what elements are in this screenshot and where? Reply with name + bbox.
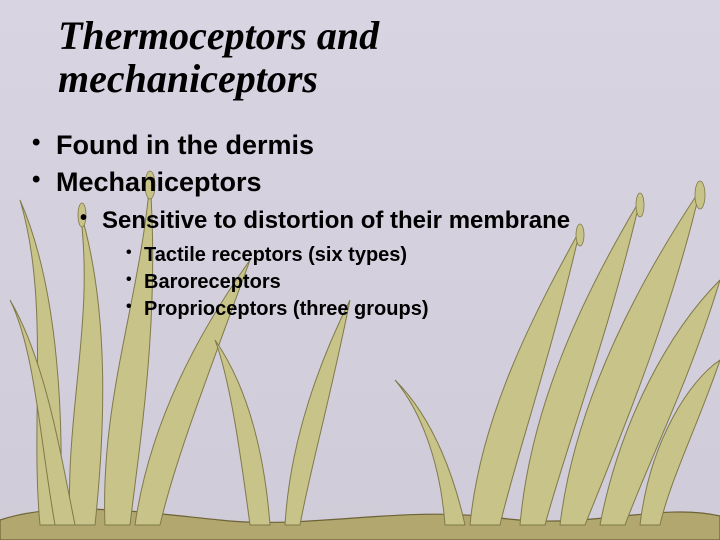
bullet-lvl3: Baroreceptors	[124, 269, 680, 296]
slide-body: Found in the dermis Mechaniceptors Sensi…	[30, 128, 680, 327]
bullet-lvl2: Sensitive to distortion of their membran…	[78, 205, 680, 323]
bullet-text: Sensitive to distortion of their membran…	[102, 207, 570, 234]
title-line-1: Thermoceptors and	[58, 13, 379, 58]
bullet-text: Proprioceptors (three groups)	[144, 298, 428, 320]
slide-title: Thermoceptors and mechaniceptors	[58, 14, 379, 100]
bullet-text: Found in the dermis	[56, 130, 314, 160]
bullet-lvl3: Tactile receptors (six types)	[124, 242, 680, 269]
bullet-lvl3: Proprioceptors (three groups)	[124, 296, 680, 323]
slide: Thermoceptors and mechaniceptors Found i…	[0, 0, 720, 540]
bullet-text: Baroreceptors	[144, 271, 281, 293]
bullet-text: Mechaniceptors	[56, 167, 262, 197]
bullet-lvl1: Mechaniceptors Sensitive to distortion o…	[30, 165, 680, 324]
title-line-2: mechaniceptors	[58, 56, 318, 101]
bullet-text: Tactile receptors (six types)	[144, 244, 407, 266]
bullet-lvl1: Found in the dermis	[30, 128, 680, 163]
